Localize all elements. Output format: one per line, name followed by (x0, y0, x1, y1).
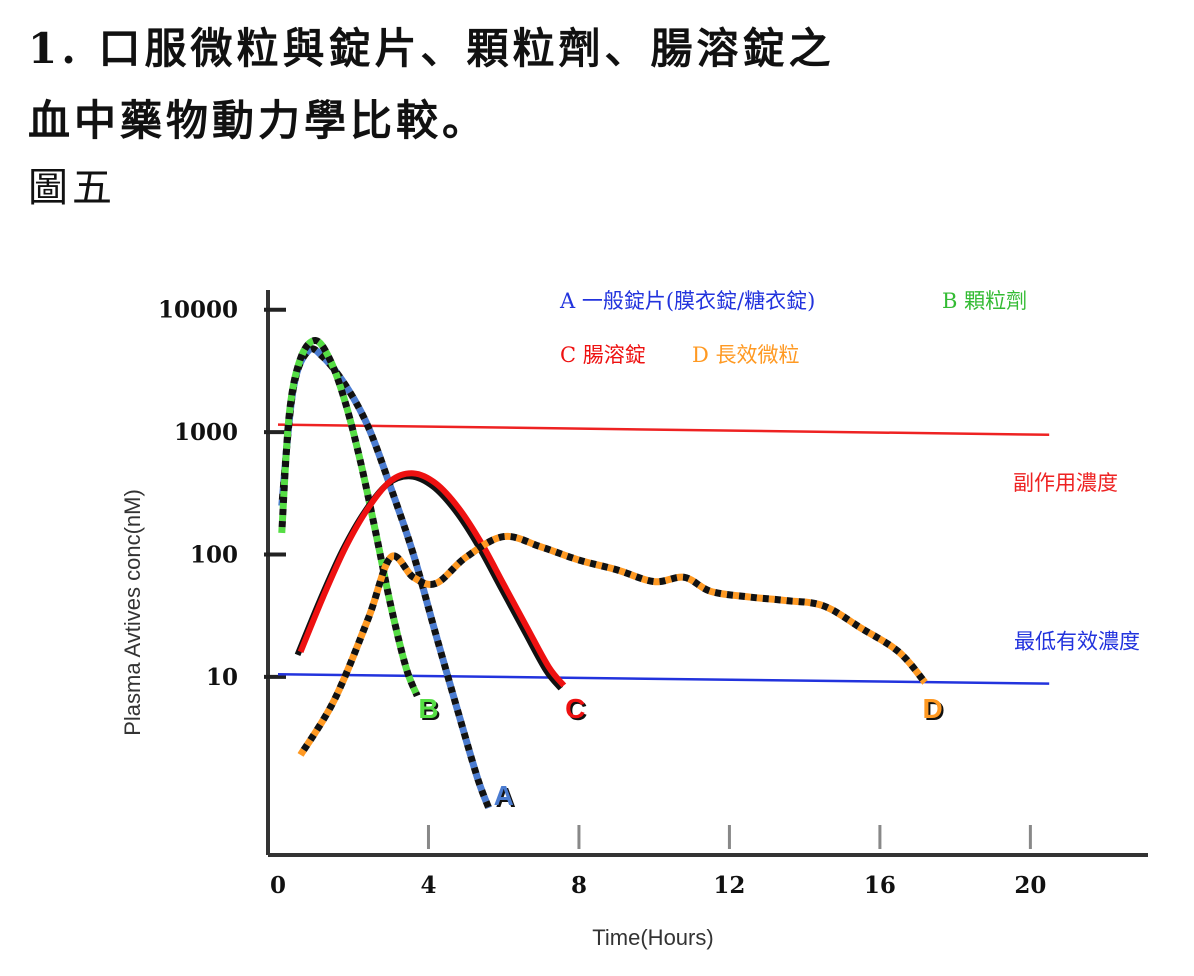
y-tick-label: 10 (206, 664, 238, 691)
series-end-label: A (494, 780, 514, 811)
series-end-label: D (922, 693, 942, 724)
legend-a: A 一般錠片(膜衣錠/糖衣錠) (559, 289, 815, 313)
legend-d: D 長效微粒 (692, 343, 800, 367)
series-D-dots (297, 532, 928, 757)
series-end-label: C (565, 693, 585, 724)
series-D-color (297, 532, 928, 757)
side-effect-label: 副作用濃度 (1013, 471, 1118, 495)
series-end-label-shadow: A (496, 782, 516, 813)
series-A-color (278, 345, 492, 810)
heading-line-2: 血中藥物動力學比較。 (28, 96, 489, 145)
figure-label: 圖五 (28, 165, 116, 211)
legend-c: C 腸溶錠 (560, 343, 646, 367)
x-axis-title: Time(Hours) (592, 925, 713, 950)
y-tick-label: 1000 (174, 419, 238, 446)
legend-b: B 顆粒劑 (942, 289, 1027, 313)
x-tick-label: 8 (571, 872, 587, 899)
series-end-label-shadow: C (567, 695, 587, 726)
x-tick-label: 16 (864, 872, 896, 899)
series-end-label-shadow: B (420, 695, 440, 726)
x-tick-label: 0 (270, 872, 286, 899)
x-tick-label: 20 (1014, 872, 1046, 899)
x-tick-label: 12 (713, 872, 745, 899)
heading-line-1: 1. 口服微粒與錠片、顆粒劑、腸溶錠之 (28, 24, 835, 73)
min-effective-line (277, 672, 1050, 685)
series-C-line (297, 470, 567, 688)
y-axis-title: Plasma Avtives conc(nM) (120, 489, 145, 736)
min-effective-label: 最低有效濃度 (1014, 630, 1140, 654)
x-tick-label: 4 (420, 872, 436, 899)
y-tick-label: 100 (190, 541, 238, 568)
series-B-dots (278, 337, 421, 698)
side-effect-line (277, 423, 1050, 437)
series-B-color (278, 337, 421, 698)
y-tick-label: 10000 (158, 297, 238, 324)
series-end-label: B (418, 693, 438, 724)
series-end-label-shadow: D (924, 695, 944, 726)
